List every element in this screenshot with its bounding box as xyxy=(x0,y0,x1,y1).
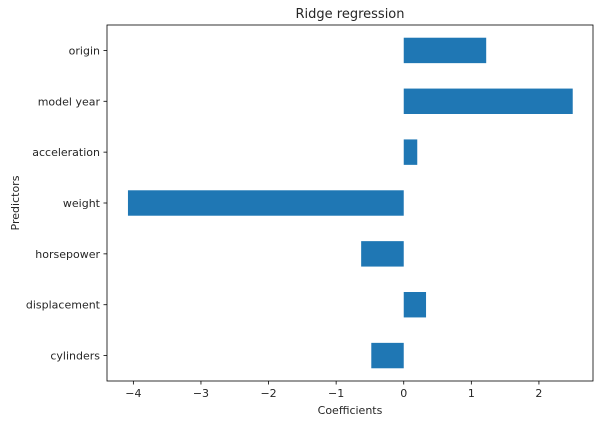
x-tick-label: −4 xyxy=(125,387,141,400)
chart-title: Ridge regression xyxy=(296,7,405,22)
y-tick-label-acceleration: acceleration xyxy=(32,146,100,159)
y-tick-label-origin: origin xyxy=(69,44,100,57)
y-tick-label-horsepower: horsepower xyxy=(35,248,100,261)
y-axis-label: Predictors xyxy=(9,175,22,230)
bar-acceleration xyxy=(403,139,418,165)
bar-model-year xyxy=(403,88,573,114)
y-tick-label-weight: weight xyxy=(63,197,101,210)
y-tick-label-cylinders: cylinders xyxy=(50,350,100,363)
plot-frame xyxy=(106,24,594,382)
bar-origin xyxy=(403,37,487,64)
x-tick-label: −2 xyxy=(260,387,276,400)
bar-displacement xyxy=(403,292,427,318)
y-tick-label-model-year: model year xyxy=(38,95,101,108)
bar-horsepower xyxy=(361,241,404,267)
y-tick-label-displacement: displacement xyxy=(26,299,101,312)
x-tick-label: 0 xyxy=(400,387,407,400)
x-tick-label: 2 xyxy=(535,387,542,400)
x-axis-label: Coefficients xyxy=(318,404,383,417)
bar-cylinders xyxy=(371,342,404,369)
x-tick-label: −3 xyxy=(193,387,209,400)
x-tick-label: −1 xyxy=(328,387,344,400)
x-tick-label: 1 xyxy=(468,387,475,400)
bar-weight xyxy=(127,190,404,216)
